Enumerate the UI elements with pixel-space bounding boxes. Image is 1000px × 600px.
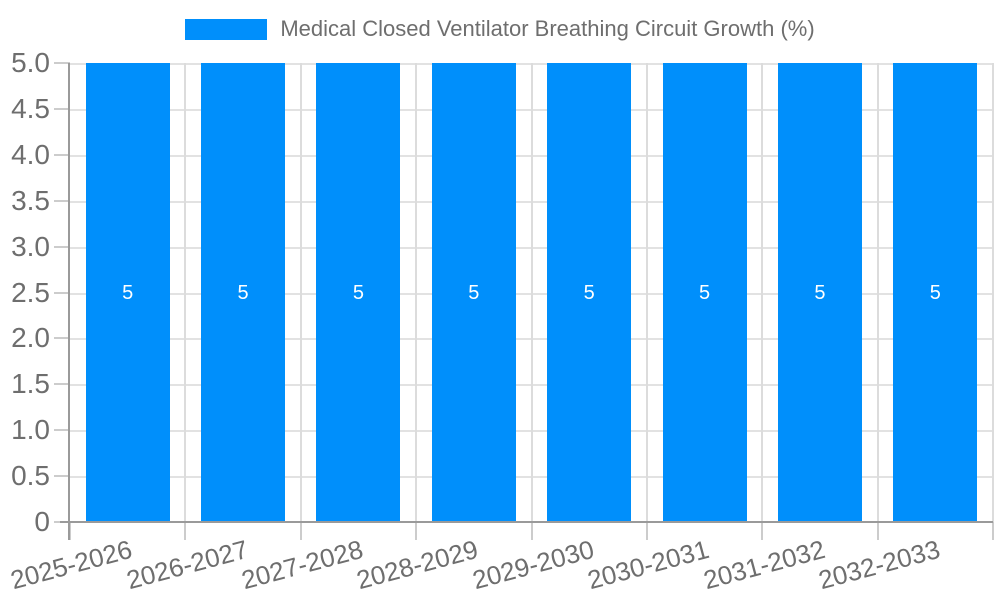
bar-value-label: 5 [814,281,826,304]
x-axis-tick-label: 2027-2028 [238,534,367,596]
bar-2026-2027[interactable]: 5 [201,63,286,522]
y-axis-tick-label: 4.5 [11,92,50,124]
legend-marker [185,18,268,40]
y-axis-tick-label: 5.0 [11,47,50,78]
y-axis-tick-label: 0 [34,506,50,537]
y-tick-mark [54,383,70,386]
y-axis-tick-label: 2.5 [11,276,50,308]
x-tick-mark [992,522,994,540]
x-tick-mark [645,522,648,540]
bar-2032-2033[interactable]: 5 [893,63,978,522]
bar-value-label: 5 [352,281,364,304]
bar-2028-2029[interactable]: 5 [431,63,516,522]
y-axis-tick-label: 1.5 [11,368,50,400]
legend-label: Medical Closed Ventilator Breathing Circ… [280,16,815,41]
y-tick-mark [54,107,70,110]
y-tick-mark [54,199,70,202]
y-axis-tick-label: 1.0 [11,414,50,446]
bar-2030-2031[interactable]: 5 [662,63,747,522]
v-gridline [992,63,994,522]
x-tick-mark [761,522,764,540]
v-gridline [645,63,648,522]
x-axis-tick-label: 2032-2033 [815,534,944,596]
y-tick-mark [54,337,70,340]
x-axis-tick-label: 2026-2027 [122,534,251,596]
y-tick-mark [54,153,70,156]
x-tick-mark [876,522,879,540]
bar-value-label: 5 [237,281,249,304]
bar-2027-2028[interactable]: 5 [316,63,401,522]
bar-value-label: 5 [583,281,595,304]
x-axis-tick-label: 2028-2029 [353,534,482,596]
y-axis-tick-label: 3.5 [11,184,50,216]
x-axis-line [60,521,993,523]
y-tick-mark [54,429,70,432]
x-tick-mark [299,522,302,540]
y-axis-tick-label: 2.0 [11,322,50,354]
x-axis-tick-label: 2030-2031 [584,534,713,596]
x-axis-tick-label: 2029-2030 [469,534,597,596]
x-axis-tick-label: 2031-2032 [699,534,828,596]
v-gridline [876,63,879,522]
x-tick-mark [184,522,187,540]
v-gridline [184,63,187,522]
bar-value-label: 5 [122,281,134,304]
legend-item[interactable]: Medical Closed Ventilator Breathing Circ… [0,16,1000,42]
x-tick-mark [415,522,418,540]
y-axis-line [68,63,70,540]
bar-2031-2032[interactable]: 5 [777,63,862,522]
v-gridline [299,63,302,522]
x-axis-tick-label: 2025-2026 [7,534,136,596]
bar-2029-2030[interactable]: 5 [547,63,632,522]
y-tick-mark [54,291,70,294]
v-gridline [761,63,764,522]
y-tick-mark [54,475,70,478]
v-gridline [530,63,533,522]
bar-2025-2026[interactable]: 5 [85,63,170,522]
x-tick-mark [530,522,533,540]
y-axis-tick-label: 0.5 [11,460,50,492]
bar-value-label: 5 [699,281,711,304]
y-tick-mark [54,245,70,248]
y-axis-tick-label: 4.0 [11,138,50,170]
y-axis-tick-label: 3.0 [11,230,50,262]
x-tick-mark [69,522,71,540]
bar-value-label: 5 [468,281,480,304]
plot-area: 5 5 5 5 5 5 5 5 [70,63,994,522]
v-gridline [415,63,418,522]
y-tick-mark [54,62,70,64]
bar-value-label: 5 [929,281,941,304]
